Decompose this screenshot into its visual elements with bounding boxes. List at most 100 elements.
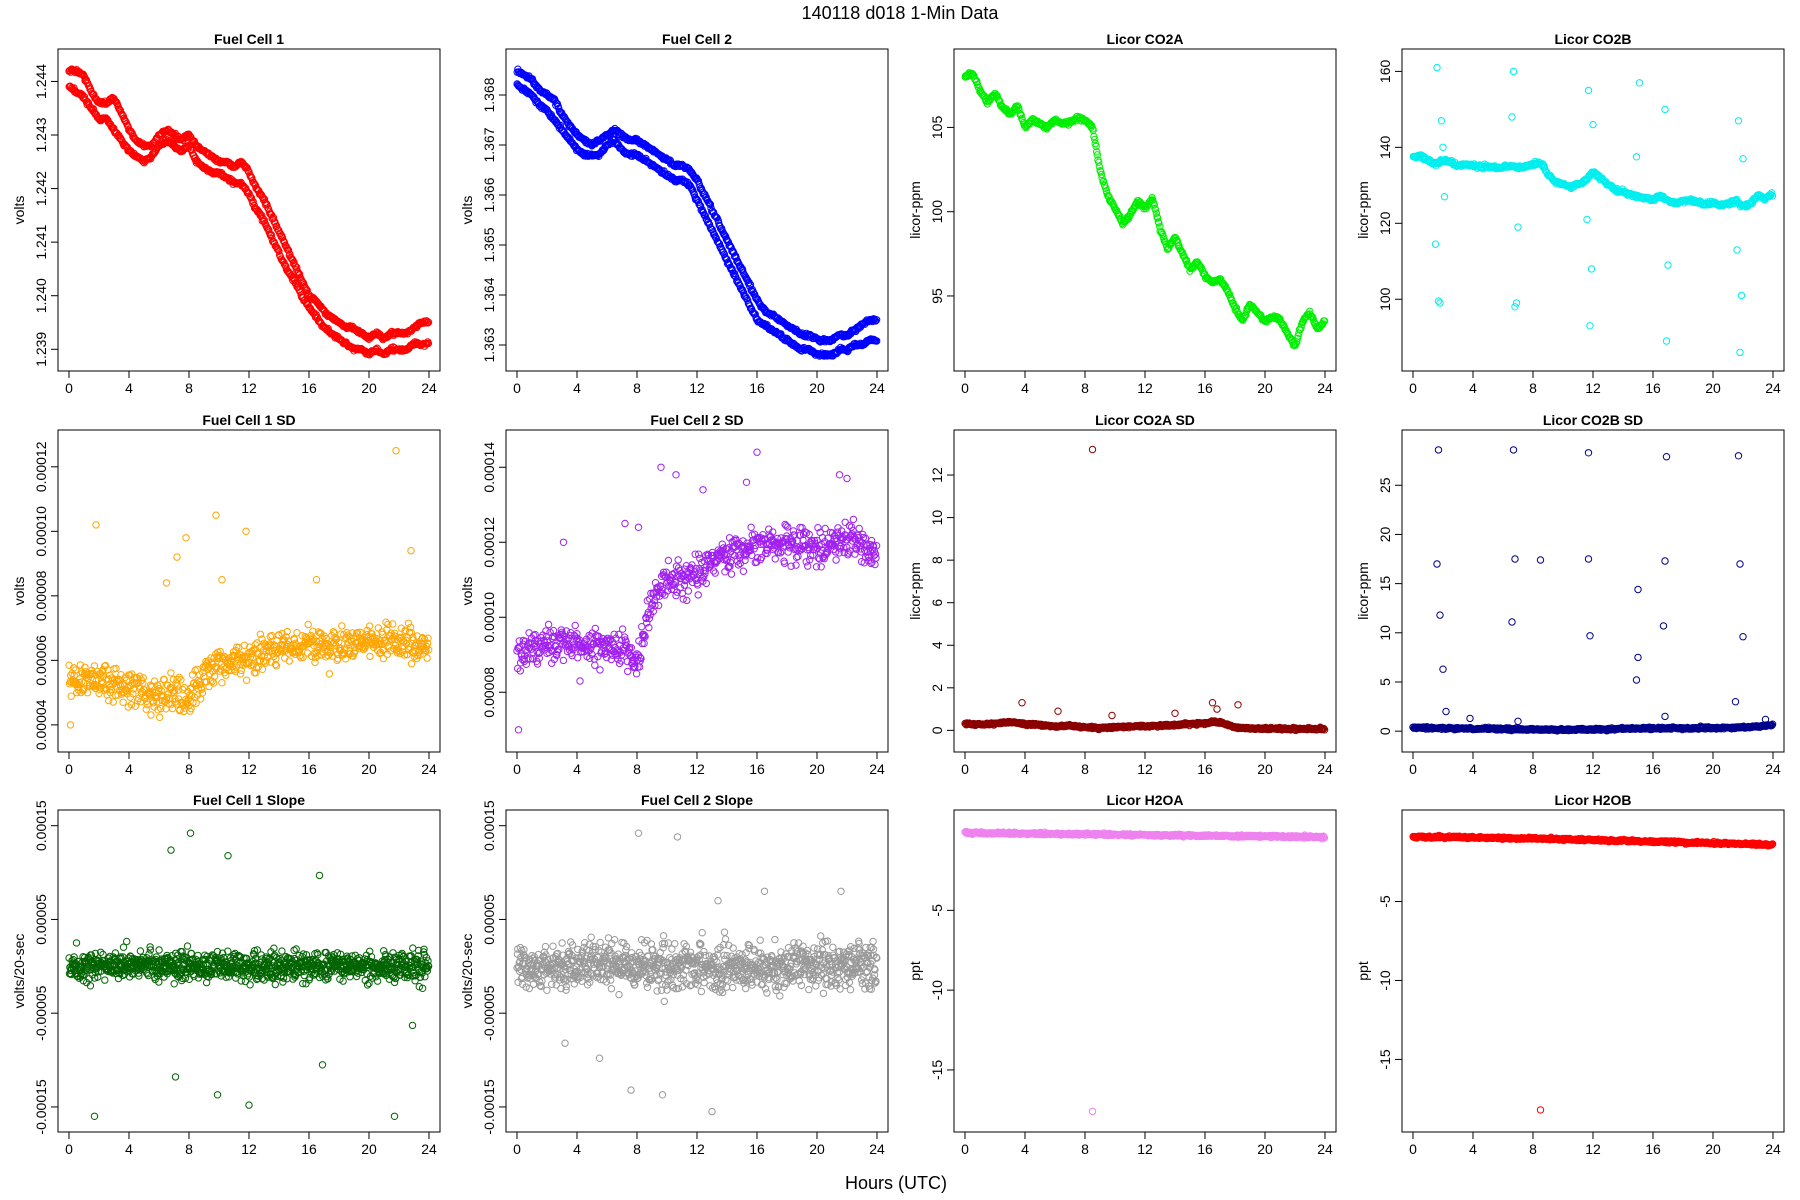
data-point bbox=[1436, 299, 1444, 307]
data-point bbox=[298, 277, 306, 285]
points bbox=[961, 69, 1329, 349]
plot-frame bbox=[505, 48, 889, 372]
y-tick-label: 105 bbox=[929, 116, 945, 140]
data-point bbox=[325, 670, 334, 678]
x-tick-label: 0 bbox=[65, 761, 73, 777]
data-point bbox=[742, 478, 751, 486]
data-point bbox=[571, 621, 579, 630]
x-tick-label: 12 bbox=[241, 761, 257, 777]
y-axis-label: licor-ppm bbox=[907, 562, 923, 620]
x-tick-label: 16 bbox=[1197, 380, 1213, 396]
data-point bbox=[218, 576, 226, 584]
data-point bbox=[1587, 265, 1596, 273]
y-axis-label: volts bbox=[459, 196, 475, 225]
x-tick-label: 20 bbox=[1705, 380, 1721, 396]
points bbox=[961, 445, 1329, 735]
panel-p5: Fuel Cell 2 SD0 4 8 12 16 20 240.000080.000100… bbox=[459, 412, 889, 777]
data-point bbox=[127, 128, 136, 137]
data-point bbox=[784, 548, 792, 556]
data-point bbox=[632, 670, 641, 678]
data-point bbox=[1739, 155, 1747, 163]
data-point bbox=[275, 247, 283, 256]
data-point bbox=[559, 538, 568, 546]
y-axis-label: licor-ppm bbox=[1355, 181, 1371, 239]
data-point bbox=[303, 286, 311, 294]
data-point bbox=[424, 319, 432, 327]
y-tick-label: 1.363 bbox=[481, 327, 497, 362]
data-point bbox=[212, 511, 220, 519]
x-tick-label: 20 bbox=[1257, 380, 1273, 396]
data-point bbox=[245, 168, 253, 176]
y-tick-label: 1.364 bbox=[481, 277, 497, 312]
data-point bbox=[1509, 67, 1518, 76]
data-point bbox=[66, 721, 75, 729]
panel-title: Licor CO2A SD bbox=[1095, 412, 1195, 428]
y-tick-label: 0.00012 bbox=[481, 517, 497, 568]
y-tick-label: 0.00006 bbox=[33, 635, 49, 686]
y-tick-label: 6 bbox=[929, 599, 945, 607]
y-tick-label: 0.00014 bbox=[481, 442, 497, 493]
data-point bbox=[1433, 63, 1441, 72]
data-point bbox=[674, 556, 682, 564]
panel-title: Fuel Cell 1 SD bbox=[202, 412, 295, 428]
data-point bbox=[654, 601, 663, 610]
x-tick-label: 4 bbox=[125, 761, 133, 777]
x-tick-label: 20 bbox=[361, 761, 377, 777]
panel-title: Fuel Cell 2 SD bbox=[650, 412, 743, 428]
data-point bbox=[841, 518, 849, 526]
data-point bbox=[280, 238, 289, 247]
data-point bbox=[186, 132, 194, 140]
data-point bbox=[1589, 120, 1597, 129]
data-point bbox=[1737, 291, 1746, 300]
data-point bbox=[1635, 79, 1644, 87]
y-tick-label: 1.239 bbox=[33, 332, 49, 367]
data-point bbox=[379, 654, 388, 663]
data-point bbox=[389, 620, 397, 628]
x-tick-label: 8 bbox=[185, 761, 193, 777]
data-point bbox=[285, 657, 293, 665]
data-point bbox=[747, 523, 755, 531]
panel-title: Fuel Cell 2 bbox=[662, 31, 732, 47]
data-point bbox=[103, 99, 112, 108]
x-tick-label: 8 bbox=[185, 380, 193, 396]
data-point bbox=[338, 622, 346, 630]
data-point bbox=[849, 515, 858, 524]
data-point bbox=[832, 556, 840, 564]
data-point bbox=[242, 676, 251, 684]
data-point bbox=[835, 471, 844, 479]
y-tick-label: 1.365 bbox=[481, 227, 497, 262]
x-tick-label: 16 bbox=[749, 380, 765, 396]
data-point bbox=[83, 78, 91, 87]
data-point bbox=[291, 276, 299, 285]
x-tick-label: 0 bbox=[1409, 380, 1417, 396]
y-tick-label: 120 bbox=[1377, 211, 1393, 235]
data-point bbox=[576, 677, 584, 685]
x-tick-label: 16 bbox=[301, 380, 317, 396]
data-point bbox=[1434, 297, 1443, 305]
data-point bbox=[424, 318, 433, 326]
data-point bbox=[295, 270, 304, 278]
x-tick-label: 0 bbox=[513, 761, 521, 777]
data-point bbox=[188, 146, 196, 154]
y-tick-label: 0.00008 bbox=[33, 570, 49, 621]
points bbox=[513, 448, 881, 734]
y-tick-label: 100 bbox=[1377, 287, 1393, 311]
data-point bbox=[591, 661, 599, 669]
x-tick-label: 24 bbox=[869, 761, 885, 777]
x-tick-label: 20 bbox=[361, 380, 377, 396]
data-point bbox=[276, 229, 284, 238]
data-point bbox=[1431, 240, 1440, 248]
data-point bbox=[684, 587, 693, 595]
y-tick-label: 1.243 bbox=[33, 117, 49, 152]
x-tick-label: 24 bbox=[421, 380, 437, 396]
points bbox=[513, 65, 881, 360]
x-tick-label: 8 bbox=[1529, 380, 1537, 396]
data-point bbox=[142, 705, 150, 713]
data-point bbox=[267, 231, 276, 239]
data-point bbox=[90, 90, 98, 99]
points bbox=[65, 65, 433, 359]
x-tick-label: 0 bbox=[961, 380, 969, 396]
data-point bbox=[596, 666, 604, 674]
